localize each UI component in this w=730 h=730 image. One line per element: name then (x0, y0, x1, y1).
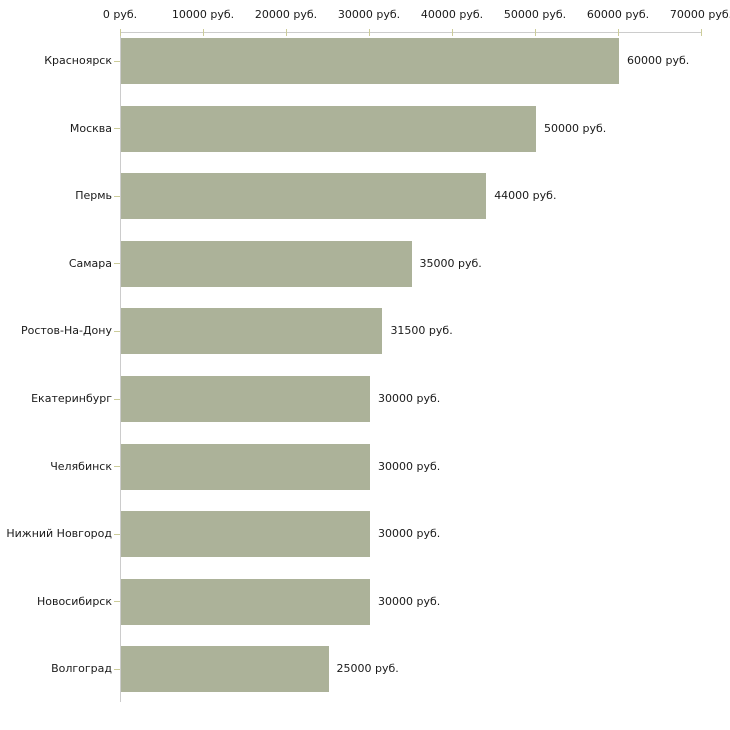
x-tick-mark (286, 29, 287, 36)
x-tick-mark (701, 29, 702, 36)
category-label: Красноярск (44, 54, 112, 67)
value-label: 44000 руб. (494, 189, 557, 203)
x-tick-label: 20000 руб. (254, 8, 318, 21)
x-tick-mark (203, 29, 204, 36)
x-tick-mark (120, 29, 121, 36)
bar (121, 308, 383, 355)
category-label: Пермь (75, 189, 112, 203)
y-axis-line (120, 32, 121, 702)
category-label: Екатеринбург (31, 392, 112, 405)
bar (121, 173, 487, 220)
y-tick-mark (114, 601, 120, 603)
value-label: 30000 руб. (378, 594, 441, 608)
value-label: 50000 руб. (544, 121, 607, 135)
x-tick-mark (452, 29, 453, 36)
bar (121, 105, 536, 152)
y-tick-mark (114, 60, 120, 62)
bar (121, 376, 370, 422)
category-label: Нижний Новгород (6, 527, 112, 541)
y-tick-mark (114, 668, 120, 670)
y-tick-mark (114, 466, 120, 468)
bar (121, 240, 412, 287)
x-tick-label: 30000 руб. (337, 8, 401, 21)
x-axis-line (120, 32, 702, 33)
x-tick-label: 70000 руб. (669, 8, 730, 21)
x-tick-mark (618, 29, 619, 36)
value-label: 31500 руб. (390, 324, 453, 338)
y-tick-mark (114, 263, 120, 265)
category-label: Москва (69, 121, 112, 135)
bar (121, 443, 370, 490)
x-tick-mark (535, 29, 536, 36)
x-tick-label: 0 руб. (102, 8, 138, 21)
x-tick-label: 60000 руб. (586, 8, 650, 21)
value-label: 35000 руб. (419, 256, 482, 270)
bar (121, 646, 329, 693)
value-label: 25000 руб. (336, 662, 399, 676)
y-tick-mark (114, 195, 120, 197)
value-label: 60000 руб. (627, 54, 690, 67)
value-label: 30000 руб. (378, 459, 441, 473)
category-label: Волгоград (51, 662, 112, 676)
x-tick-label: 10000 руб. (171, 8, 235, 21)
category-label: Самара (68, 256, 112, 270)
plot-area: 0 руб. 10000 руб. 20000 руб. 30000 руб. 4000… (6, 8, 730, 702)
bar (121, 38, 619, 84)
value-label: 30000 руб. (378, 392, 441, 405)
bar (121, 511, 370, 558)
y-tick-mark (114, 398, 120, 400)
value-label: 30000 руб. (378, 527, 441, 541)
x-tick-mark (369, 29, 370, 36)
y-tick-mark (114, 128, 120, 130)
x-tick-label: 50000 руб. (503, 8, 567, 21)
bar (121, 578, 370, 625)
category-label: Ростов-На-Дону (20, 324, 112, 338)
y-tick-mark (114, 330, 120, 332)
category-label: Новосибирск (36, 594, 112, 608)
x-tick-label: 40000 руб. (420, 8, 484, 21)
y-tick-mark (114, 533, 120, 535)
category-label: Челябинск (50, 459, 112, 473)
